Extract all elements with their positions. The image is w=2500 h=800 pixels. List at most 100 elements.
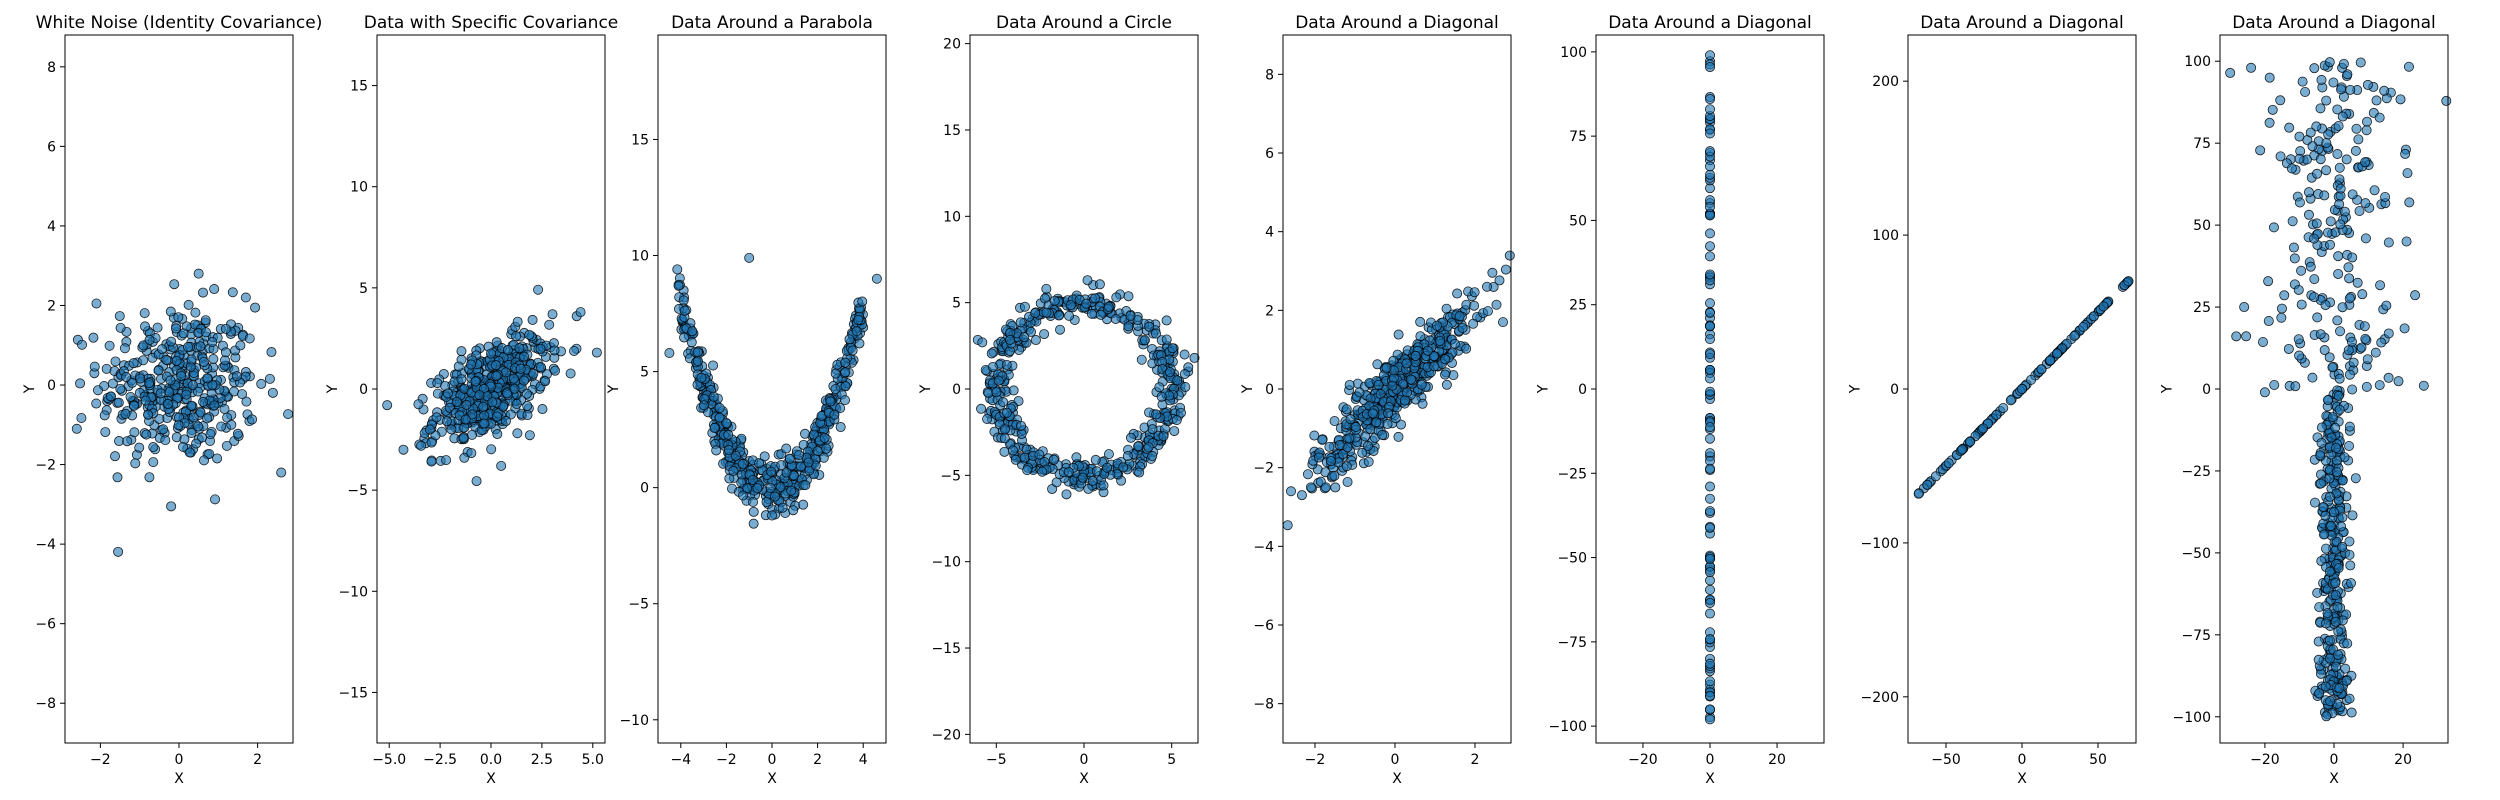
data-point: [2313, 636, 2324, 647]
data-point: [2294, 350, 2305, 361]
data-point: [2275, 151, 2286, 162]
data-point: [492, 411, 503, 422]
data-point: [1393, 329, 1404, 340]
data-point: [216, 421, 227, 432]
data-point: [1053, 310, 1064, 321]
y-tick-label: 2: [47, 298, 56, 314]
y-tick-label: 10: [943, 209, 961, 225]
data-point: [514, 343, 525, 354]
data-point: [2395, 94, 2406, 105]
data-point: [2362, 79, 2373, 90]
x-tick-label: −2: [1305, 752, 1326, 768]
data-point: [2381, 300, 2392, 311]
data-point: [115, 322, 126, 333]
data-point: [800, 480, 811, 491]
data-point: [871, 273, 882, 284]
y-tick-label: −5: [347, 483, 368, 499]
data-point: [847, 345, 858, 356]
x-tick-label: −2: [90, 752, 111, 768]
data-point: [442, 388, 453, 399]
data-point: [2331, 442, 2342, 453]
data-point: [2383, 237, 2394, 248]
data-point: [1705, 608, 1716, 619]
chart-title: White Noise (Identity Covariance): [36, 13, 323, 33]
data-point: [591, 347, 602, 358]
data-point: [1030, 308, 1041, 319]
data-point: [1030, 335, 1041, 346]
data-point: [2069, 330, 2080, 341]
data-point: [2369, 185, 2380, 196]
data-point: [2293, 334, 2304, 345]
data-point: [835, 403, 846, 414]
data-point: [1461, 343, 1472, 354]
data-point: [186, 428, 197, 439]
data-point: [2324, 566, 2335, 577]
data-point: [1705, 201, 1716, 212]
data-point: [424, 424, 435, 435]
data-point: [512, 316, 523, 327]
data-point: [761, 496, 772, 507]
data-point: [1048, 454, 1059, 465]
data-point: [2351, 123, 2362, 134]
data-point: [2318, 501, 2329, 512]
chart-title: Data Around a Diagonal: [2232, 13, 2436, 33]
x-axis-label: X: [2017, 771, 2027, 787]
data-point: [2361, 125, 2372, 136]
data-point: [2303, 209, 2314, 220]
data-point: [1705, 463, 1716, 474]
data-point: [121, 372, 132, 383]
data-point: [1016, 420, 1027, 431]
data-point: [569, 346, 580, 357]
data-point: [2313, 654, 2324, 665]
data-point: [2325, 239, 2336, 250]
data-point: [2316, 422, 2327, 433]
data-point: [1500, 264, 1511, 275]
data-point: [2337, 302, 2348, 313]
data-point: [830, 384, 841, 395]
data-point: [161, 354, 172, 365]
data-point: [2315, 154, 2326, 165]
data-point: [2307, 141, 2318, 152]
data-point: [1705, 493, 1716, 504]
data-point: [496, 460, 507, 471]
data-point: [157, 344, 168, 355]
data-point: [104, 340, 115, 351]
data-point: [795, 461, 806, 472]
data-point: [2314, 688, 2325, 699]
data-point: [2344, 369, 2355, 380]
data-point: [1055, 324, 1066, 335]
data-point: [2312, 168, 2323, 179]
data-point: [1065, 300, 1076, 311]
data-point: [110, 356, 121, 367]
y-tick-label: 100: [1560, 45, 1587, 61]
data-point: [283, 409, 294, 420]
data-point: [1090, 454, 1101, 465]
data-point: [1151, 409, 1162, 420]
data-point: [2410, 290, 2421, 301]
data-point: [2297, 76, 2308, 87]
data-point: [2330, 616, 2341, 627]
y-tick-label: −50: [1557, 551, 1587, 567]
data-point: [547, 309, 558, 320]
data-point: [1373, 379, 1384, 390]
y-tick-label: −100: [1861, 536, 1899, 552]
data-point: [1161, 315, 1172, 326]
data-point: [2400, 148, 2411, 159]
data-point: [1705, 104, 1716, 115]
data-point: [144, 472, 155, 483]
data-point: [2360, 157, 2371, 168]
data-point: [202, 413, 213, 424]
y-tick-label: −15: [338, 685, 368, 701]
data-point: [1705, 658, 1716, 669]
data-point: [2374, 112, 2385, 123]
y-tick-label: −10: [931, 555, 961, 571]
data-point: [819, 432, 830, 443]
data-point: [184, 447, 195, 458]
data-point: [140, 395, 151, 406]
data-point: [798, 499, 809, 510]
data-point: [2361, 116, 2372, 127]
data-point: [2320, 681, 2331, 692]
y-axis-label: Y: [1848, 384, 1864, 394]
data-point: [1306, 482, 1317, 493]
data-point: [1705, 433, 1716, 444]
